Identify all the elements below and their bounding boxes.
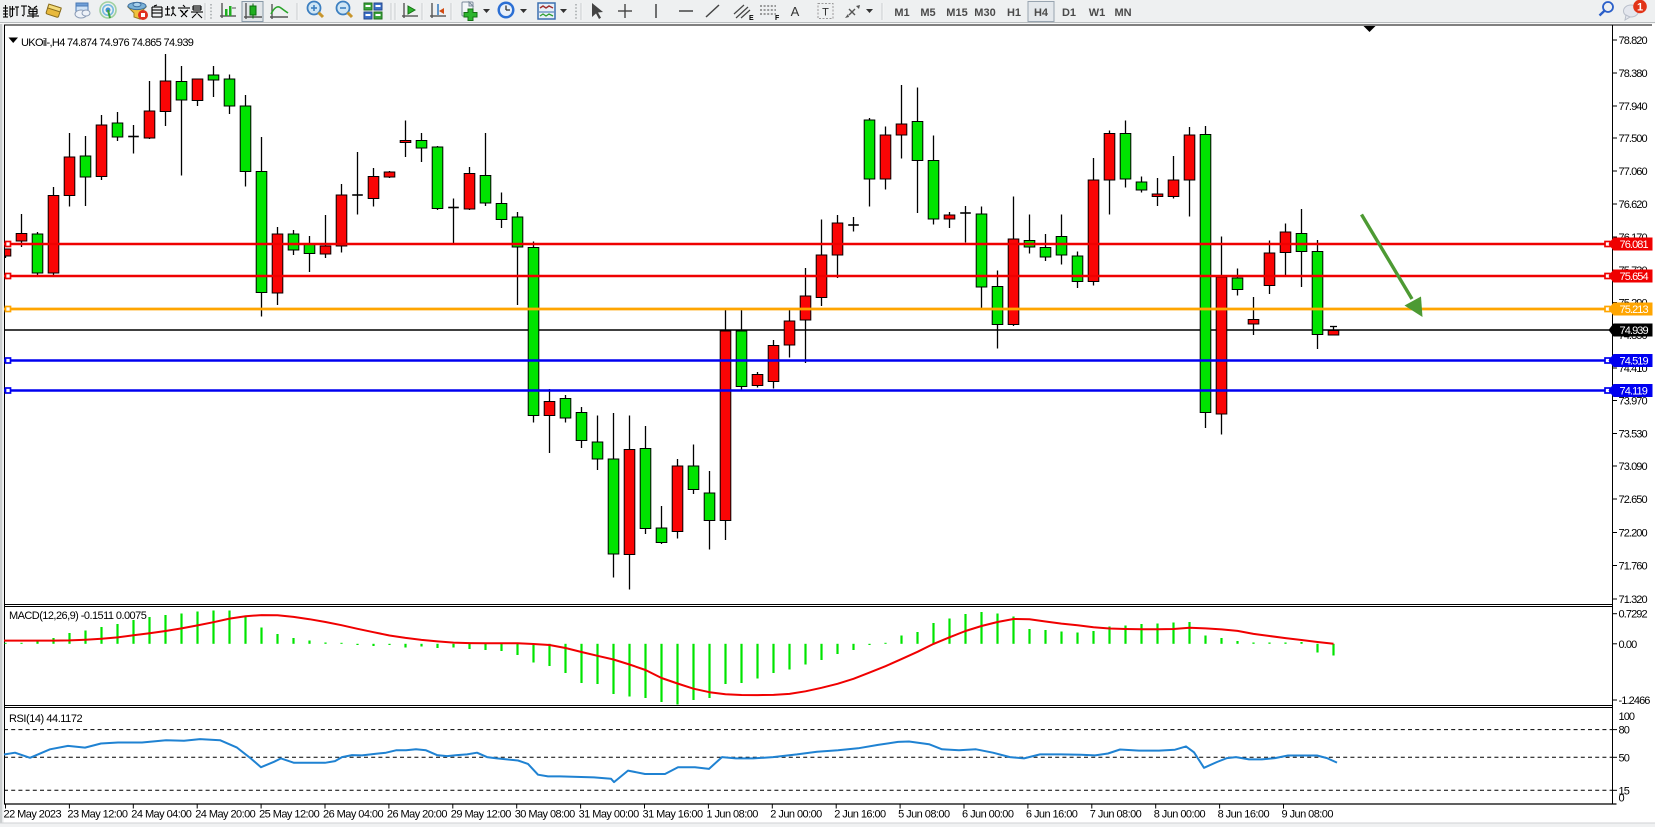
svg-text:24 May 20:00: 24 May 20:00 [195,809,255,821]
svg-text:H1: H1 [1007,7,1021,19]
svg-text:26 May 04:00: 26 May 04:00 [323,809,383,821]
svg-text:9 Jun 08:00: 9 Jun 08:00 [1282,809,1334,821]
svg-text:25 May 12:00: 25 May 12:00 [259,809,319,821]
svg-text:71.320: 71.320 [1619,594,1648,606]
svg-text:74.119: 74.119 [1620,386,1648,398]
svg-text:23 May 12:00: 23 May 12:00 [67,809,127,821]
svg-text:M5: M5 [920,7,935,19]
svg-text:80: 80 [1619,725,1630,737]
svg-text:D1: D1 [1062,7,1076,19]
svg-text:F: F [775,15,780,22]
svg-text:72.200: 72.200 [1619,528,1648,540]
svg-text:74.939: 74.939 [1620,325,1649,337]
svg-text:24 May 04:00: 24 May 04:00 [131,809,191,821]
svg-text:77.060: 77.060 [1619,166,1648,178]
svg-text:15: 15 [1619,785,1630,797]
svg-text:31 May 00:00: 31 May 00:00 [579,809,639,821]
svg-text:0.7292: 0.7292 [1619,609,1648,621]
svg-text:-1.2466: -1.2466 [1619,695,1651,707]
svg-text:76.620: 76.620 [1619,199,1648,211]
svg-text:31 May 16:00: 31 May 16:00 [643,809,703,821]
svg-text:W1: W1 [1089,7,1106,19]
svg-text:2 Jun 00:00: 2 Jun 00:00 [770,809,822,821]
svg-text:73.530: 73.530 [1619,429,1648,441]
svg-text:76.081: 76.081 [1620,239,1649,251]
svg-text:77.940: 77.940 [1619,101,1648,113]
svg-text:50: 50 [1619,752,1630,764]
svg-text:1: 1 [1637,2,1643,14]
svg-text:74.519: 74.519 [1620,356,1649,368]
svg-text:22 May 2023: 22 May 2023 [4,809,62,821]
svg-text:100: 100 [1619,711,1635,723]
svg-text:T: T [822,7,829,19]
svg-text:2 Jun 16:00: 2 Jun 16:00 [834,809,886,821]
svg-text:78.820: 78.820 [1619,35,1648,47]
svg-text:78.380: 78.380 [1619,68,1648,80]
svg-text:6 Jun 00:00: 6 Jun 00:00 [962,809,1014,821]
svg-text:M1: M1 [894,7,909,19]
svg-text:A: A [791,4,800,19]
svg-text:29 May 12:00: 29 May 12:00 [451,809,511,821]
svg-text:0: 0 [1619,793,1625,805]
svg-text:E: E [749,15,754,22]
svg-text:M15: M15 [946,7,967,19]
svg-text:0.00: 0.00 [1619,639,1638,651]
svg-text:MACD(12,26,9) -0.1511 0.0075: MACD(12,26,9) -0.1511 0.0075 [9,610,147,622]
svg-text:71.760: 71.760 [1619,561,1648,573]
svg-text:5 Jun 08:00: 5 Jun 08:00 [898,809,950,821]
svg-text:30 May 08:00: 30 May 08:00 [515,809,575,821]
svg-text:77.500: 77.500 [1619,133,1648,145]
svg-text:1 Jun 08:00: 1 Jun 08:00 [706,809,758,821]
svg-text:8 Jun 00:00: 8 Jun 00:00 [1154,809,1206,821]
svg-text:26 May 20:00: 26 May 20:00 [387,809,447,821]
svg-text:73.970: 73.970 [1619,396,1648,408]
svg-text:75.213: 75.213 [1620,304,1649,316]
svg-text:73.090: 73.090 [1619,461,1648,473]
svg-text:RSI(14) 44.1172: RSI(14) 44.1172 [9,713,82,725]
svg-text:7 Jun 08:00: 7 Jun 08:00 [1090,809,1142,821]
svg-text:72.650: 72.650 [1619,494,1648,506]
svg-text:6 Jun 16:00: 6 Jun 16:00 [1026,809,1078,821]
svg-text:H4: H4 [1034,7,1049,19]
svg-text:UKOil-,H4 74.874 74.976 74.86: UKOil-,H4 74.874 74.976 74.865 74.939 [21,37,194,49]
svg-text:75.654: 75.654 [1620,271,1649,283]
svg-text:MN: MN [1114,7,1131,19]
svg-text:M30: M30 [974,7,995,19]
svg-text:8 Jun 16:00: 8 Jun 16:00 [1218,809,1270,821]
